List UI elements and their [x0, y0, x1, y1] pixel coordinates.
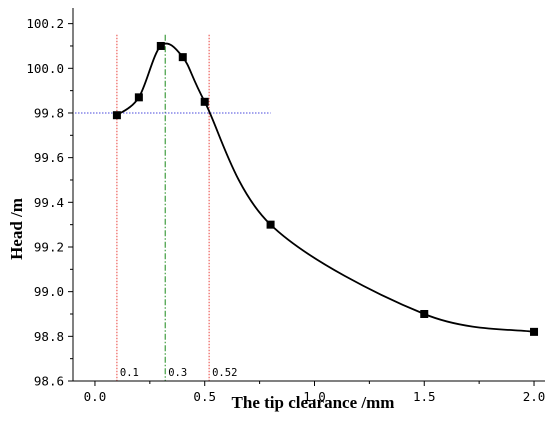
- y-tick-label: 99.0: [34, 284, 64, 299]
- y-tick-label: 98.6: [34, 374, 64, 389]
- data-point-marker: [156, 41, 165, 50]
- y-tick-label: 100.0: [26, 61, 64, 76]
- series-markers: [112, 41, 539, 336]
- vertical-reference-label: 0.3: [168, 367, 187, 379]
- data-point-marker: [420, 309, 429, 318]
- vertical-reference-label: 0.52: [212, 367, 237, 379]
- y-axis-title: Head /m: [7, 198, 26, 260]
- y-tick-label: 99.6: [34, 150, 64, 165]
- x-tick-label: 0.0: [84, 389, 107, 404]
- series-line: [116, 42, 535, 333]
- x-tick-label: 1.5: [413, 389, 436, 404]
- data-point-marker: [530, 327, 539, 336]
- y-tick-label: 99.4: [34, 195, 64, 210]
- series-curve: [116, 42, 535, 333]
- axes: 0.0 0.5 1.0 1.5 2.0 98.6 98.8 99.0 99.2 99.4 99.6 9…: [26, 8, 545, 404]
- axis-titles: The tip clearance /mm Head /m: [7, 198, 394, 412]
- data-point-marker: [200, 97, 209, 106]
- y-tick-label: 98.8: [34, 329, 64, 344]
- reference-lines: 0.1 0.3 0.52: [75, 34, 271, 381]
- data-point-marker: [112, 111, 121, 120]
- data-point-marker: [134, 93, 143, 102]
- data-point-marker: [266, 220, 275, 229]
- y-tick-label: 99.8: [34, 105, 64, 120]
- x-axis-title: The tip clearance /mm: [232, 393, 395, 412]
- vertical-reference-label: 0.1: [120, 367, 139, 379]
- y-tick-label: 100.2: [26, 16, 64, 31]
- y-tick-label: 99.2: [34, 239, 64, 254]
- x-tick-label: 1.0: [303, 389, 326, 404]
- x-tick-label: 2.0: [523, 389, 546, 404]
- data-point-marker: [178, 53, 187, 62]
- x-tick-label: 0.5: [193, 389, 216, 404]
